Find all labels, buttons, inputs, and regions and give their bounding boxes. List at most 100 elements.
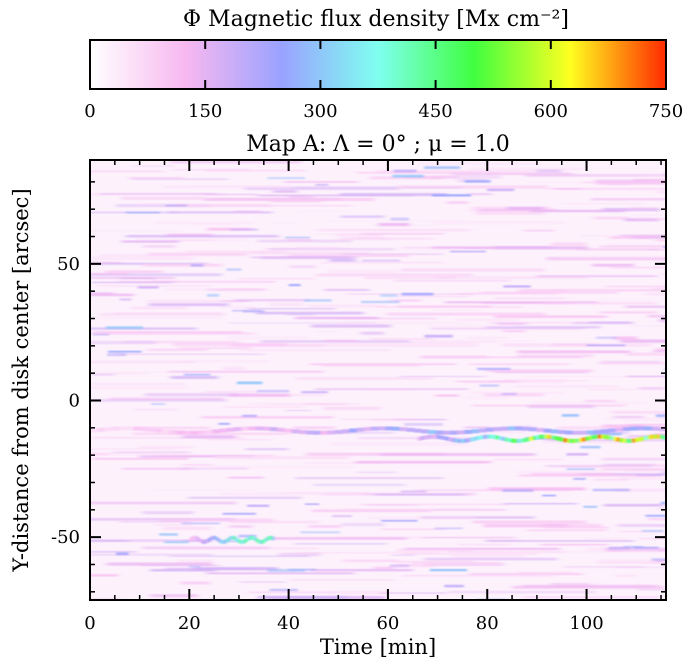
feature-segment — [586, 430, 595, 435]
feature-segment — [500, 426, 509, 431]
flux-streak — [340, 215, 385, 218]
feature-segment — [370, 426, 379, 431]
flux-spot — [105, 326, 143, 329]
feature-segment — [558, 430, 566, 435]
plot-frame — [89, 159, 667, 601]
flux-streak — [118, 280, 276, 283]
feature-segment — [230, 535, 233, 540]
flux-streak — [295, 551, 441, 554]
feature-segment — [594, 429, 602, 434]
flux-streak — [620, 339, 666, 343]
flux-spot — [381, 519, 418, 522]
flux-streak — [493, 458, 564, 461]
feature-segment — [659, 434, 664, 439]
flux-streak — [685, 360, 689, 362]
flux-streak — [159, 518, 274, 522]
flux-spot — [107, 350, 142, 353]
feature-segment — [342, 429, 350, 434]
feature-segment — [169, 429, 177, 434]
flux-streak — [637, 588, 666, 591]
feature-segment — [433, 434, 437, 439]
flux-streak — [90, 340, 157, 345]
feature-segment — [501, 436, 506, 441]
feature-segment — [222, 540, 224, 545]
flux-spot — [573, 477, 586, 480]
flux-streak — [296, 246, 340, 249]
flux-streak — [121, 196, 205, 200]
flux-streak — [358, 436, 458, 440]
feature-segment — [235, 537, 238, 542]
flux-spot — [503, 285, 531, 288]
flux-streak — [297, 210, 351, 213]
x-tick-label: 60 — [376, 613, 399, 634]
feature-segment — [216, 537, 219, 542]
flux-streak — [448, 437, 487, 439]
feature-segment — [486, 427, 494, 432]
flux-streak — [611, 410, 666, 414]
colorbar-tick-label: 600 — [534, 101, 568, 122]
feature-segment — [234, 536, 237, 541]
flux-streak — [150, 569, 216, 572]
y-axis-label: Y-distance from disk center [arcsec] — [9, 188, 33, 572]
feature-segment — [535, 435, 540, 440]
flux-spot — [580, 445, 601, 449]
flux-streak — [338, 321, 452, 324]
flux-streak — [138, 203, 185, 205]
feature-segment — [656, 434, 661, 439]
flux-streak — [517, 354, 594, 358]
flux-streak — [561, 202, 643, 205]
flux-streak — [638, 387, 666, 390]
flux-spot — [360, 300, 400, 304]
flux-streak — [560, 289, 666, 292]
feature-segment — [523, 438, 527, 443]
flux-streak — [118, 353, 266, 355]
feature-segment — [435, 430, 444, 435]
feature-segment — [183, 430, 192, 435]
flux-streak — [328, 220, 463, 222]
flux-streak — [283, 181, 359, 183]
flux-streak — [494, 315, 608, 318]
feature-segment — [563, 438, 568, 443]
flux-spot — [393, 169, 417, 173]
flux-streak — [421, 516, 535, 519]
flux-spot — [218, 422, 230, 425]
feature-segment — [543, 428, 552, 433]
flux-streak — [667, 340, 689, 343]
feature-segment — [541, 434, 546, 439]
flux-streak — [121, 240, 180, 243]
flux-streak — [104, 270, 163, 273]
flux-streak — [168, 211, 273, 214]
feature-segment — [579, 438, 583, 443]
flux-spot — [663, 246, 666, 249]
feature-segment — [212, 535, 215, 540]
feature-segment — [442, 436, 447, 441]
flux-streak — [507, 206, 544, 210]
flux-spot — [222, 512, 256, 515]
flux-streak — [116, 204, 209, 208]
flux-streak — [286, 314, 315, 316]
flux-streak — [644, 175, 666, 178]
feature-segment — [579, 430, 588, 435]
flux-streak — [288, 195, 314, 198]
flux-streak — [487, 172, 574, 175]
feature-segment — [572, 430, 581, 435]
feature-segment — [176, 430, 185, 435]
flux-spot — [238, 534, 257, 538]
flux-streak — [625, 305, 666, 309]
feature-segment — [194, 535, 197, 540]
flux-streak — [258, 456, 298, 459]
flux-features — [90, 426, 666, 545]
feature-segment — [212, 429, 221, 434]
flux-streak — [679, 230, 689, 232]
flux-streak — [343, 508, 486, 510]
x-tick-label: 100 — [569, 613, 603, 634]
flux-streak — [544, 526, 609, 529]
flux-streak — [90, 273, 222, 277]
feature-segment — [272, 536, 275, 541]
flux-streak — [435, 309, 482, 311]
feature-segment — [195, 535, 198, 540]
feature-segment — [385, 426, 393, 431]
flux-spot — [300, 531, 341, 534]
flux-streak — [293, 426, 335, 430]
flux-streak — [405, 547, 560, 551]
